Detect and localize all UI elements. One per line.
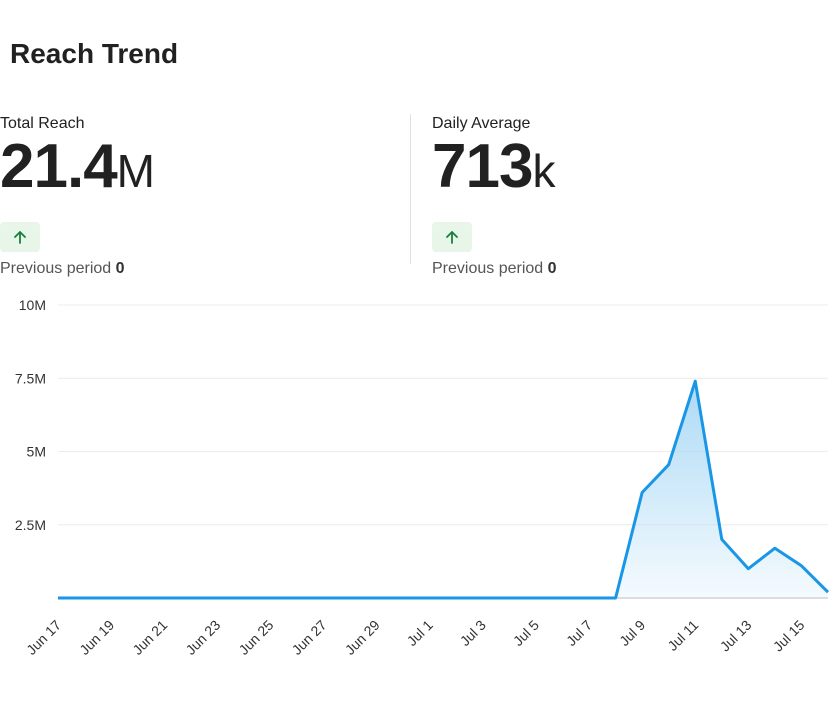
stat-value: 713k <box>432 136 557 214</box>
trend-up-badge <box>0 222 40 252</box>
stat-unit: M <box>116 145 155 197</box>
x-tick-label: Jul 7 <box>563 617 595 649</box>
x-tick-label: Jun 17 <box>23 617 64 658</box>
y-tick-label: 5M <box>27 444 46 460</box>
x-tick-label: Jul 9 <box>616 617 648 649</box>
previous-period-value: 0 <box>115 260 125 277</box>
stat-total-reach: Total Reach 21.4M Previous period 0 <box>0 114 408 278</box>
stat-number: 713 <box>432 132 533 201</box>
x-tick-label: Jun 27 <box>289 617 330 658</box>
reach-trend-chart: 2.5M 5M 7.5M 10M Jun 17 Jun 19 Jun 21 Jun 23 Jun… <box>15 297 830 658</box>
stat-unit: k <box>532 145 556 197</box>
x-tick-label: Jun 19 <box>76 617 117 658</box>
x-tick-label: Jul 15 <box>770 617 808 655</box>
trend-up-badge <box>432 222 472 252</box>
x-tick-label: Jul 3 <box>457 617 489 649</box>
x-tick-label: Jun 21 <box>129 617 170 658</box>
reach-area <box>58 381 828 598</box>
x-tick-label: Jun 23 <box>182 617 223 658</box>
previous-period: Previous period 0 <box>432 260 557 278</box>
stat-label: Daily Average <box>432 115 531 132</box>
arrow-up-icon <box>12 229 28 245</box>
reach-line <box>58 379 830 600</box>
x-tick-label: Jul 1 <box>404 617 436 649</box>
x-tick-label: Jul 5 <box>510 617 542 649</box>
page-title: Reach Trend <box>10 38 179 69</box>
y-tick-label: 10M <box>19 297 46 313</box>
stat-value: 21.4M <box>0 136 408 214</box>
previous-period-value: 0 <box>547 260 557 277</box>
stat-number: 21.4 <box>0 132 118 201</box>
y-tick-label: 2.5M <box>15 517 46 533</box>
stat-label: Total Reach <box>0 115 85 132</box>
arrow-up-icon <box>444 229 460 245</box>
y-tick-label: 7.5M <box>15 370 46 386</box>
x-tick-label: Jul 13 <box>717 617 755 655</box>
previous-period: Previous period 0 <box>0 260 408 278</box>
x-tick-label: Jul 11 <box>664 617 701 654</box>
previous-period-label: Previous period <box>0 260 112 277</box>
stat-daily-average: Daily Average 713k Previous period 0 <box>410 114 557 277</box>
previous-period-label: Previous period <box>432 260 544 277</box>
x-tick-label: Jun 25 <box>235 617 276 658</box>
x-tick-label: Jun 29 <box>342 617 383 658</box>
